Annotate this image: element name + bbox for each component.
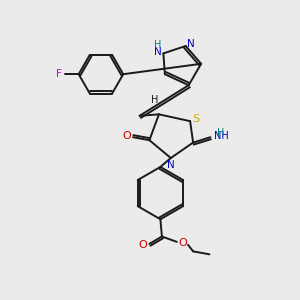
Text: F: F: [56, 69, 62, 79]
Text: N: N: [154, 47, 162, 57]
Text: O: O: [123, 131, 131, 141]
Text: NH: NH: [214, 131, 229, 141]
Text: O: O: [178, 238, 187, 248]
Text: S: S: [193, 114, 200, 124]
Text: H: H: [217, 128, 224, 138]
Text: O: O: [139, 240, 147, 250]
Text: H: H: [151, 95, 158, 105]
Text: N: N: [167, 160, 175, 170]
Text: H: H: [154, 40, 162, 50]
Text: N: N: [187, 40, 194, 50]
